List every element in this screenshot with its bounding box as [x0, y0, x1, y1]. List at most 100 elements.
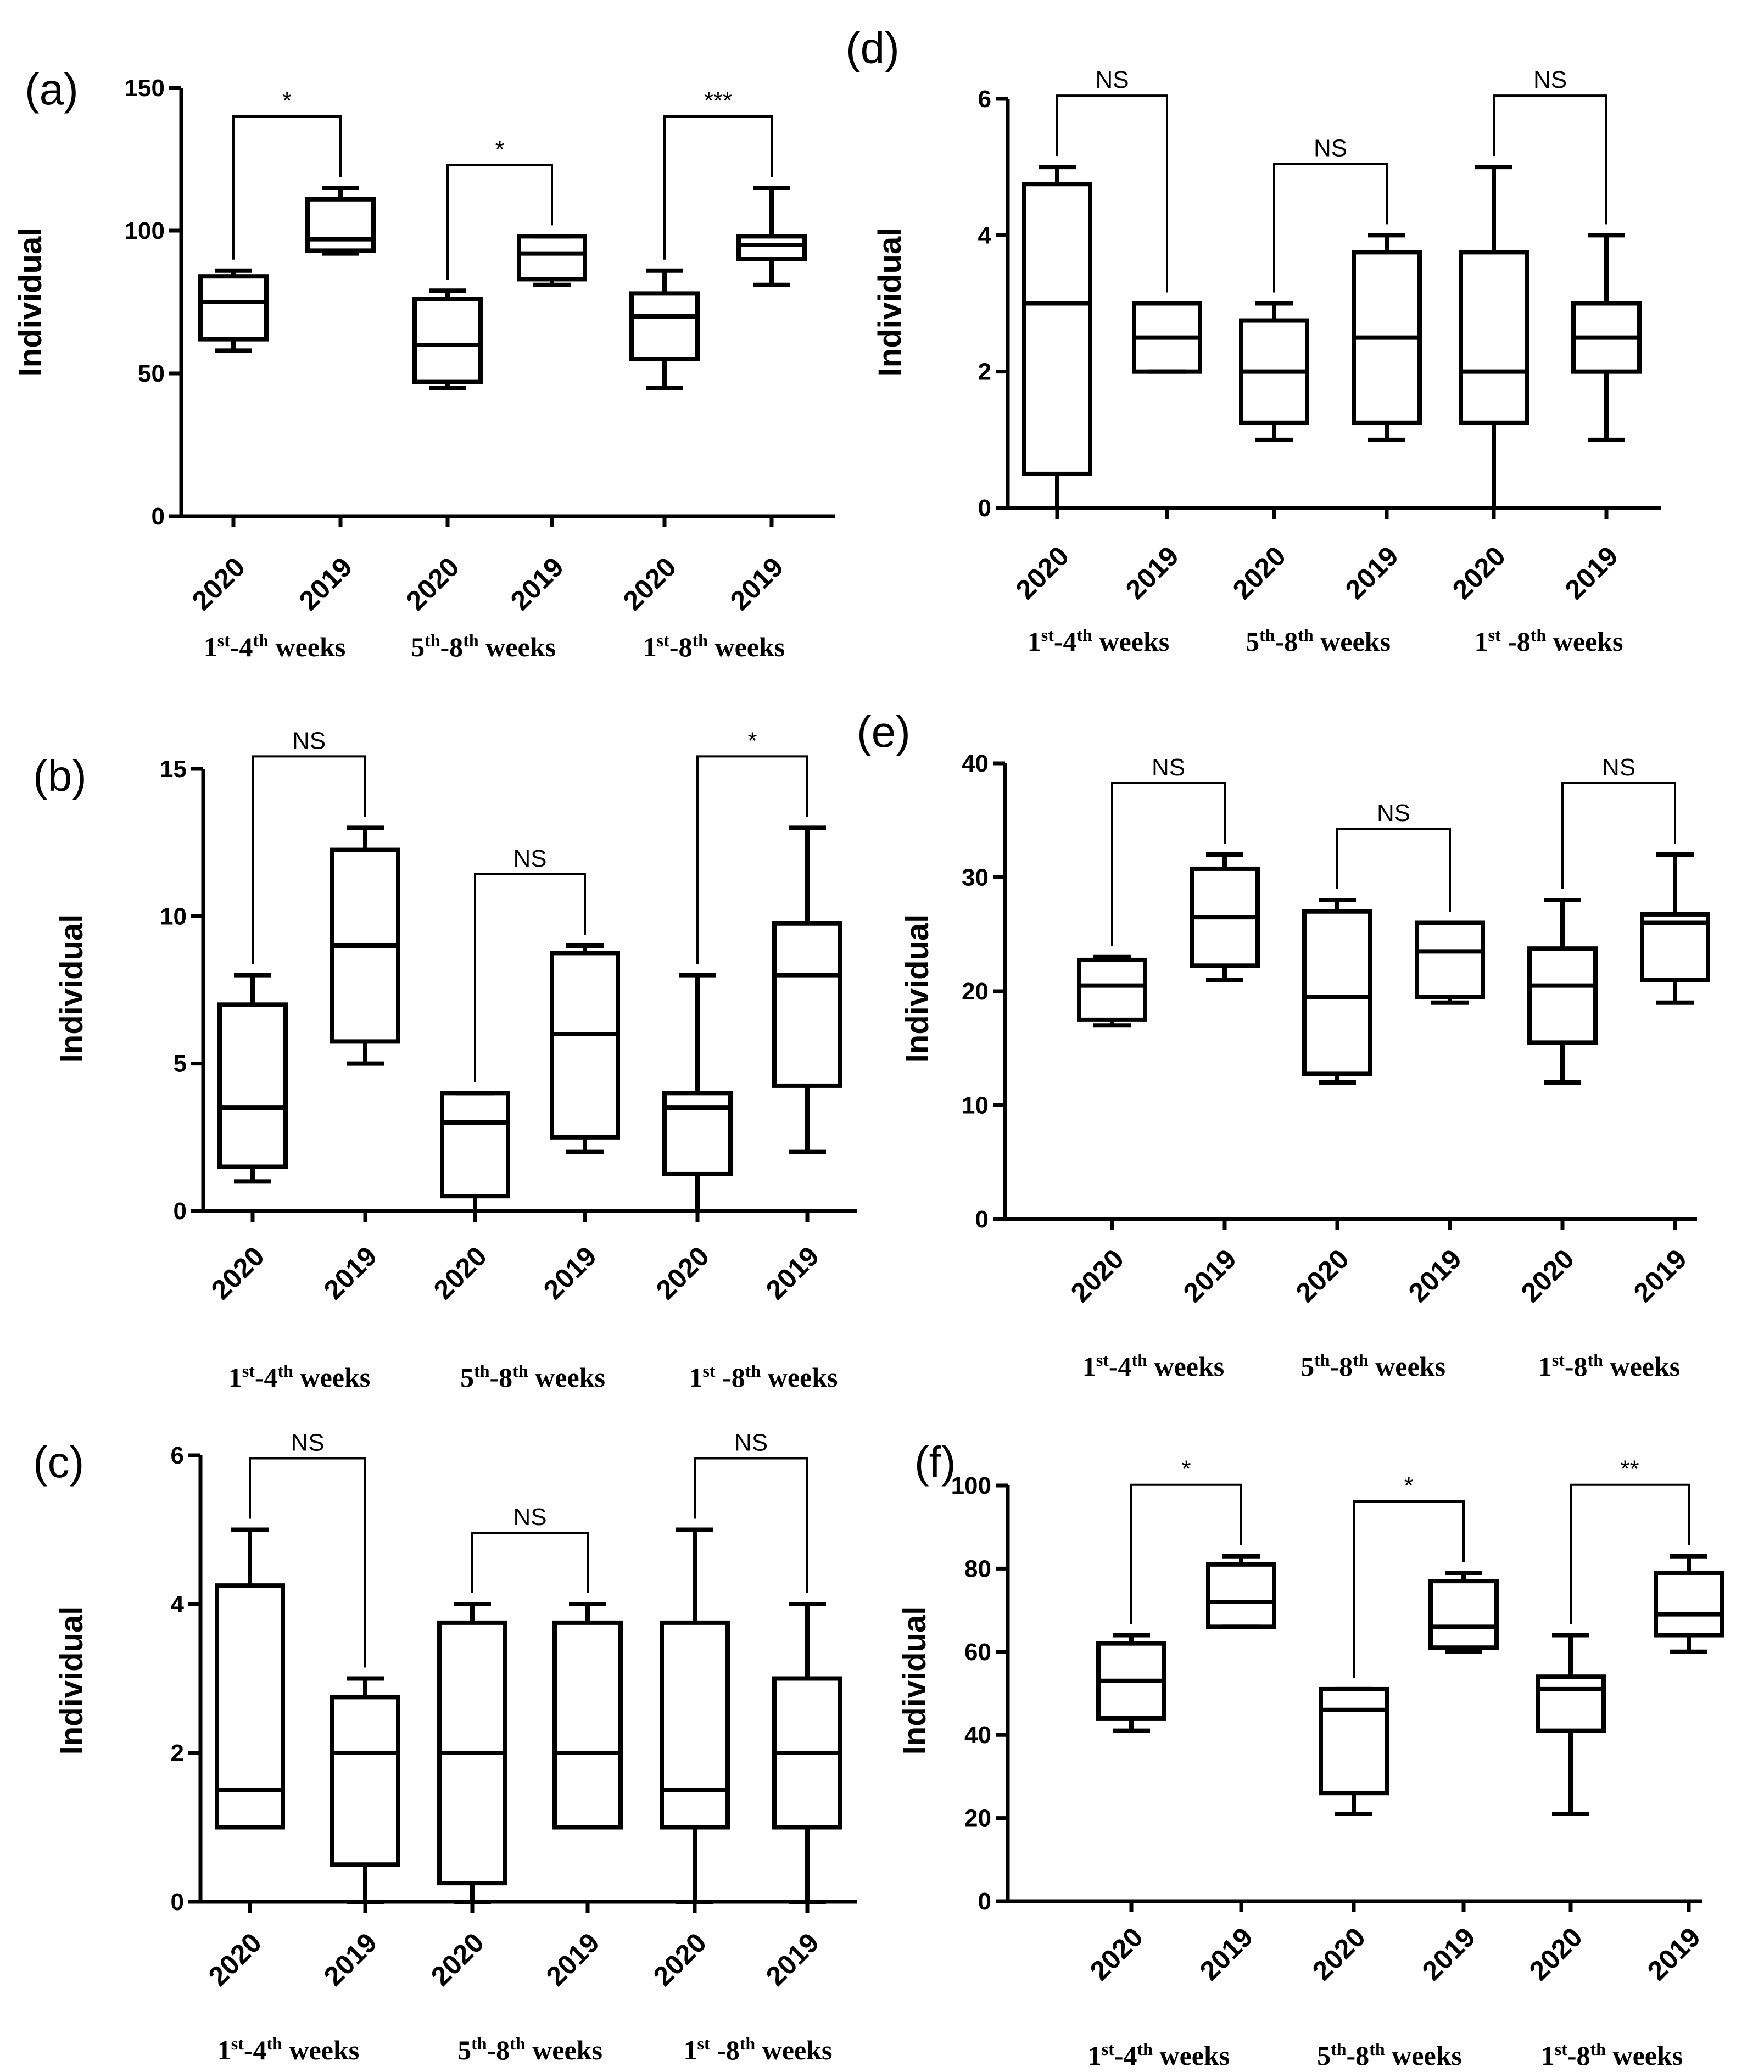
iqr-box	[1459, 250, 1529, 425]
y-tick-label: 4	[171, 1591, 185, 1618]
box-3	[1352, 233, 1422, 442]
iqr-box	[1077, 957, 1147, 1022]
y-tick-label: 0	[152, 503, 165, 530]
box-5	[1640, 852, 1710, 1005]
iqr-box	[1206, 1562, 1276, 1629]
x-category-label: 2019	[318, 1927, 383, 1992]
group-label: 5th-8th weeks	[457, 2034, 602, 2065]
box-5	[772, 1602, 842, 1904]
group-label: 5th-8th weeks	[460, 1361, 605, 1393]
box-0	[198, 268, 269, 353]
significance-bracket	[663, 115, 773, 260]
iqr-box	[217, 1002, 288, 1169]
x-category-label: 2019	[505, 551, 570, 616]
y-axis-label: Individual	[13, 228, 48, 377]
x-category-label: 2020	[186, 551, 251, 616]
y-tick-label: 30	[962, 864, 989, 891]
significance-label: *	[1181, 1456, 1191, 1483]
x-category-label: 2020	[1227, 540, 1292, 605]
box-3	[552, 1602, 623, 1830]
iqr-box	[1654, 1570, 1724, 1638]
x-category-label: 2019	[1403, 1243, 1467, 1308]
significance-bracket	[474, 873, 586, 1082]
box-2	[440, 1091, 510, 1213]
y-axis-label: Individual	[897, 1606, 933, 1755]
x-category-label: 2020	[1447, 540, 1511, 605]
significance-label: *	[747, 727, 757, 754]
panel-letter: (f)	[914, 1438, 956, 1487]
significance-bracket	[1130, 1483, 1242, 1624]
y-tick-label: 20	[962, 978, 989, 1005]
y-tick-label: 50	[138, 360, 165, 387]
iqr-box	[660, 1620, 730, 1830]
x-category-label: 2020	[1290, 1243, 1355, 1308]
x-category-label: 2019	[724, 551, 789, 616]
iqr-box	[305, 197, 376, 253]
panel-5: (f) Individual 0 20 40 60 80 100 2020 2019 2020 201…	[897, 1438, 1724, 2071]
y-tick-label: 150	[125, 75, 165, 102]
x-category-label: 2019	[1628, 1243, 1693, 1308]
y-tick-label: 0	[171, 1889, 184, 1915]
group-label: 1st-4th weeks	[1088, 2039, 1230, 2071]
x-category-label: 2019	[760, 1927, 825, 1992]
x-category-label: 2019	[318, 1241, 383, 1305]
significance-label: NS	[1095, 66, 1129, 93]
y-tick-label: 0	[975, 1206, 989, 1233]
box-4	[1459, 165, 1529, 510]
group-label: 1st -8th weeks	[689, 1361, 838, 1393]
iqr-box	[330, 1695, 400, 1867]
group-label: 1st-4th weeks	[228, 1361, 370, 1393]
group-label: 1st-8th weeks	[643, 630, 785, 662]
y-tick-label: 40	[964, 1722, 991, 1749]
y-axis-label: Individual	[900, 914, 935, 1063]
significance-bracket	[694, 1457, 808, 1593]
y-axis-label: Individual	[54, 1606, 90, 1755]
panel-letter: (a)	[25, 65, 79, 114]
box-1	[1190, 852, 1260, 982]
x-category-label: 2020	[1307, 1922, 1371, 1986]
x-category-label: 2020	[617, 551, 682, 616]
x-category-label: 2019	[1339, 540, 1404, 605]
group-label: 1st-4th weeks	[1028, 625, 1169, 657]
box-4	[662, 973, 733, 1213]
x-category-label: 2019	[1194, 1922, 1259, 1986]
panel-letter: (e)	[857, 707, 911, 756]
y-tick-label: 2	[171, 1740, 184, 1767]
y-tick-label: 40	[962, 750, 989, 777]
significance-bracket	[1111, 782, 1226, 946]
group-label: 1st-8th weeks	[1538, 1350, 1680, 1382]
iqr-box	[772, 921, 842, 1088]
box-4	[629, 268, 700, 390]
iqr-box	[440, 1091, 510, 1199]
group-label: 5th-8th weeks	[1246, 625, 1391, 657]
box-5	[736, 186, 807, 287]
box-2	[1239, 301, 1309, 442]
box-0	[1022, 165, 1092, 510]
significance-bracket	[232, 115, 342, 260]
box-3	[517, 234, 587, 287]
iqr-box	[1302, 909, 1372, 1076]
box-0	[217, 973, 288, 1184]
panel-letter: (b)	[33, 751, 87, 800]
box-2	[412, 288, 483, 390]
box-4	[1536, 1633, 1606, 1817]
iqr-box	[412, 297, 483, 384]
panel-2: (c) Individual 0 2 4 6 2020 2019 2020 2019 2020 201…	[33, 1429, 857, 2065]
group-label: 5th-8th weeks	[1317, 2039, 1462, 2071]
iqr-box	[736, 234, 807, 261]
y-tick-label: 20	[964, 1805, 991, 1832]
significance-bracket	[1570, 1483, 1690, 1624]
panel-letter: (d)	[846, 24, 900, 72]
significance-bracket	[1336, 828, 1451, 912]
box-0	[1096, 1633, 1166, 1733]
significance-label: *	[1404, 1472, 1413, 1499]
significance-bracket	[1493, 94, 1607, 225]
box-5	[1654, 1554, 1724, 1654]
box-3	[1415, 920, 1485, 1005]
box-1	[305, 186, 376, 256]
significance-label: NS	[1533, 66, 1567, 93]
y-tick-label: 0	[174, 1198, 187, 1225]
significance-label: NS	[1602, 754, 1635, 781]
significance-bracket	[696, 755, 808, 964]
